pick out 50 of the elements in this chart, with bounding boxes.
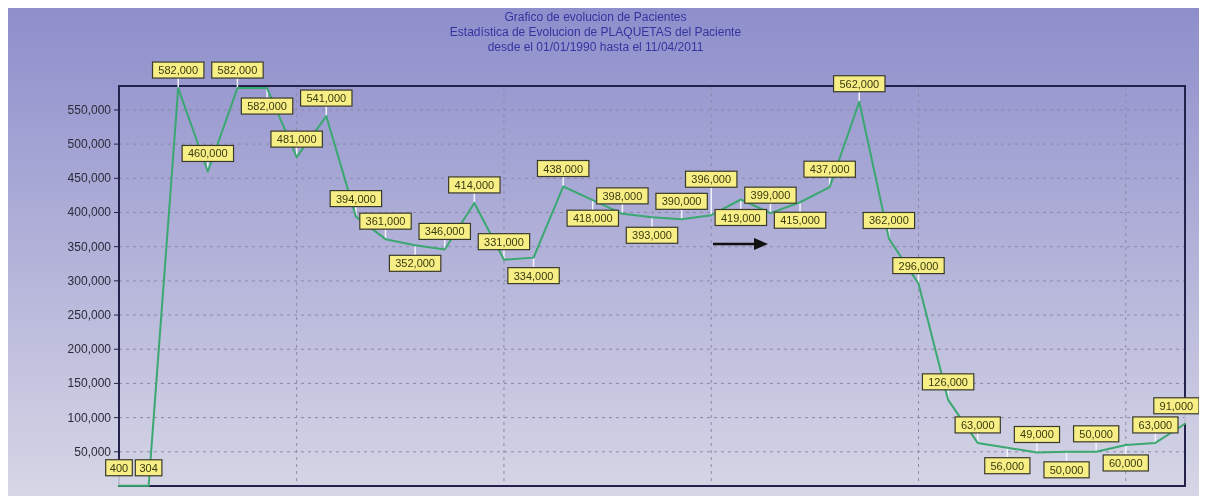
data-label: 390,000 — [661, 195, 702, 208]
data-label: 304 — [139, 461, 158, 474]
chart-subtitle: Estadística de Evolucion de PLAQUETAS del Paciente desde el 01/01/1990 hasta el 11/04/2011 — [449, 25, 742, 54]
y-tick-label: 300,000 — [67, 273, 112, 288]
data-label: 437,000 — [809, 163, 850, 176]
data-label: 582,000 — [158, 64, 199, 77]
data-label: 334,000 — [513, 269, 554, 282]
data-label: 63,000 — [1138, 418, 1173, 431]
data-label: 331,000 — [484, 235, 524, 248]
data-label: 399,000 — [750, 189, 791, 202]
data-label: 396,000 — [691, 173, 732, 186]
data-label: 438,000 — [543, 162, 584, 175]
data-label: 361,000 — [365, 215, 406, 228]
y-tick-label: 550,000 — [67, 102, 112, 117]
data-label: 91,000 — [1159, 399, 1194, 412]
data-label: 460,000 — [187, 147, 228, 160]
y-tick-label: 250,000 — [67, 308, 112, 323]
data-label: 400 — [109, 461, 129, 474]
data-label: 60,000 — [1108, 456, 1143, 469]
data-label: 418,000 — [572, 212, 613, 225]
data-label: 582,000 — [217, 64, 258, 77]
data-label: 352,000 — [395, 257, 435, 270]
chart-title: Grafico de evolucion de Pacientes — [504, 10, 687, 24]
data-label: 562,000 — [839, 77, 880, 90]
data-label: 56,000 — [990, 459, 1025, 472]
data-label: 582,000 — [247, 100, 287, 113]
y-tick-label: 450,000 — [67, 171, 112, 186]
y-tick-label: 200,000 — [67, 342, 112, 357]
data-label: 414,000 — [454, 178, 495, 191]
data-label: 398,000 — [602, 189, 643, 202]
y-tick-label: 400,000 — [67, 205, 112, 220]
data-label: 50,000 — [1049, 463, 1084, 476]
y-tick-label: 50,000 — [74, 444, 112, 459]
data-label: 541,000 — [306, 92, 347, 105]
data-label: 346,000 — [424, 225, 465, 238]
data-label: 415,000 — [780, 214, 820, 227]
y-tick-label: 150,000 — [67, 376, 112, 391]
data-label: 394,000 — [336, 192, 376, 205]
data-label: 126,000 — [928, 375, 968, 388]
data-label: 49,000 — [1020, 428, 1054, 441]
data-label: 296,000 — [898, 259, 939, 272]
data-label: 63,000 — [960, 418, 995, 431]
y-tick-label: 350,000 — [67, 239, 112, 254]
data-label: 50,000 — [1079, 427, 1113, 440]
y-tick-label: 100,000 — [67, 410, 112, 425]
data-label: 362,000 — [869, 214, 909, 227]
data-label: 393,000 — [632, 229, 672, 242]
data-label: 419,000 — [720, 211, 761, 224]
y-tick-label: 500,000 — [67, 137, 112, 152]
data-label: 481,000 — [276, 133, 317, 146]
